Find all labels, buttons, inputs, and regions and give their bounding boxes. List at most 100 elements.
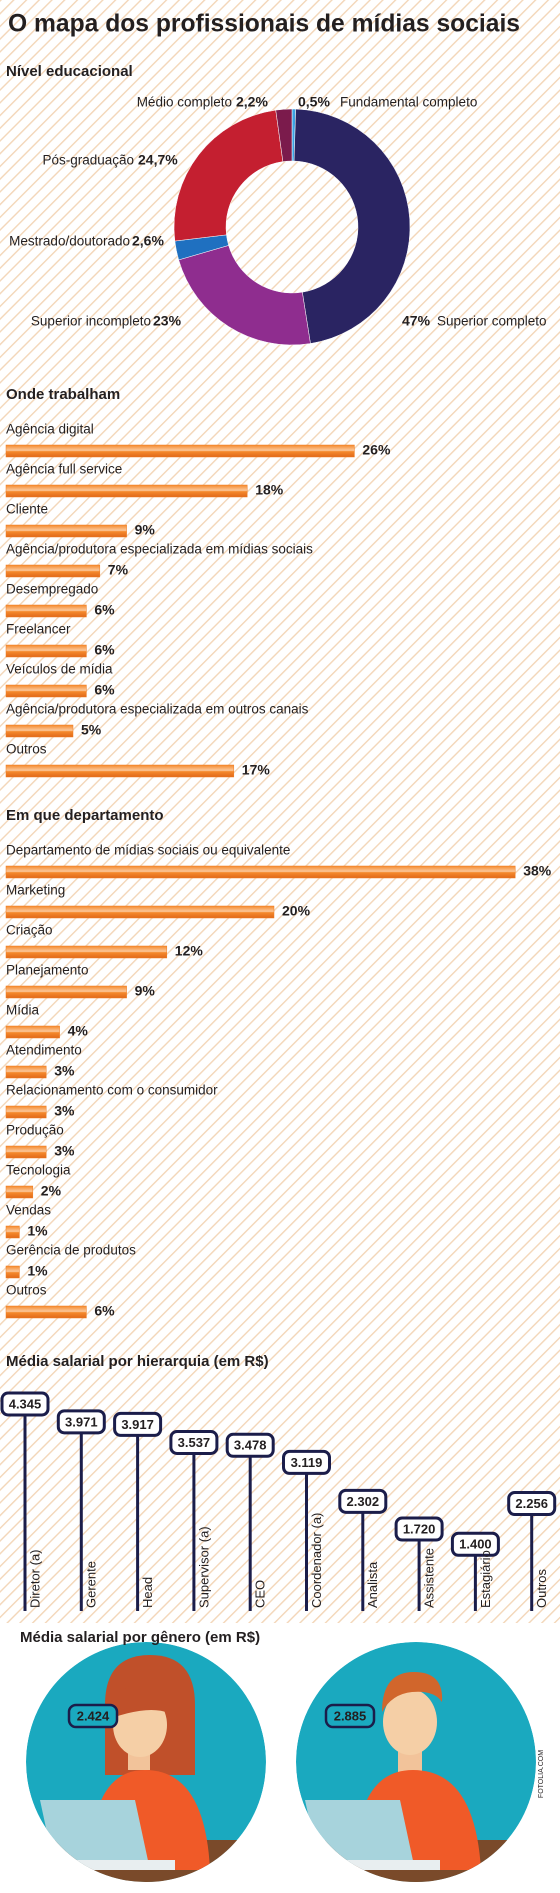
bar xyxy=(5,524,127,538)
value-box xyxy=(67,1703,119,1729)
bar xyxy=(5,945,168,959)
value-box xyxy=(225,1432,275,1458)
bar xyxy=(5,1225,20,1239)
bar xyxy=(5,1185,34,1199)
bar-label: Criação xyxy=(6,923,53,938)
category-label: Diretor (a) xyxy=(27,1549,42,1608)
bar-value-label: 7% xyxy=(108,562,129,578)
page-title: O mapa dos profissionais de mídias socia… xyxy=(8,10,520,38)
slice-value-label: 24,7% xyxy=(138,152,178,168)
bar-label: Atendimento xyxy=(6,1043,82,1058)
chart-title: Onde trabalham xyxy=(6,386,120,403)
bar-value-label: 9% xyxy=(135,983,156,999)
value-box xyxy=(450,1531,500,1557)
bar-label: Planejamento xyxy=(6,963,89,978)
bar-value-label: 1% xyxy=(27,1263,48,1279)
chart-title: Em que departamento xyxy=(6,807,164,824)
slice-value-label: 47% xyxy=(402,313,431,329)
bar-value-label: 9% xyxy=(135,522,156,538)
category-label: Assistente xyxy=(422,1548,437,1608)
slice-value-label: 0,5% xyxy=(298,94,330,110)
bar-value-label: 6% xyxy=(94,642,115,658)
bar-value-label: 17% xyxy=(242,762,271,778)
background xyxy=(0,0,560,1623)
bar xyxy=(5,905,275,919)
bar-value-label: 5% xyxy=(81,722,102,738)
category-label: Analista xyxy=(365,1561,380,1608)
value-box xyxy=(338,1488,388,1514)
category-label: Outros xyxy=(534,1568,549,1608)
bar-value-label: 3% xyxy=(54,1103,75,1119)
value-box xyxy=(282,1449,331,1475)
bar-label: Marketing xyxy=(6,883,65,898)
value-label: 3.478 xyxy=(234,1438,267,1453)
value-label: 2.302 xyxy=(347,1494,380,1509)
bar xyxy=(5,724,74,738)
slice-label: Pós-graduação xyxy=(42,153,134,168)
bar-label: Desempregado xyxy=(6,582,98,597)
value-label: 1.400 xyxy=(459,1537,492,1552)
bar-label: Agência/produtora especializada em mídia… xyxy=(6,542,313,557)
value-box xyxy=(56,1409,106,1435)
bar xyxy=(5,484,248,498)
bar-value-label: 3% xyxy=(54,1063,75,1079)
bar-label: Mídia xyxy=(6,1003,40,1018)
bar-label: Agência digital xyxy=(6,422,94,437)
value-box xyxy=(507,1491,557,1517)
value-box xyxy=(0,1391,50,1417)
chart-title: Média salarial por gênero (em R$) xyxy=(20,1629,260,1646)
bar-value-label: 12% xyxy=(175,943,204,959)
bar-label: Vendas xyxy=(6,1203,51,1218)
bar-label: Agência/produtora especializada em outro… xyxy=(6,702,309,717)
bar-value-label: 6% xyxy=(94,682,115,698)
category-label: Coordenador (a) xyxy=(309,1513,324,1608)
credit: FOTOLIA.COM xyxy=(538,1750,545,1798)
bar xyxy=(5,444,355,458)
bar-value-label: 38% xyxy=(523,863,552,879)
bar xyxy=(5,684,87,698)
bar-label: Departamento de mídias sociais ou equiva… xyxy=(6,843,290,858)
slice-label: Médio completo xyxy=(137,95,232,110)
bar-value-label: 4% xyxy=(68,1023,89,1039)
bar-label: Tecnologia xyxy=(6,1163,71,1178)
bar-label: Cliente xyxy=(6,502,48,517)
slice-value-label: 2,2% xyxy=(236,94,268,110)
bar xyxy=(5,1145,47,1159)
bar xyxy=(5,1265,20,1279)
slice-value-label: 23% xyxy=(153,313,182,329)
bar-label: Freelancer xyxy=(6,622,71,637)
pie-slice xyxy=(275,108,293,162)
value-box xyxy=(113,1411,163,1437)
bar xyxy=(5,644,87,658)
bar-label: Relacionamento com o consumidor xyxy=(6,1083,218,1098)
bar-value-label: 26% xyxy=(362,442,391,458)
pie-slice xyxy=(173,109,284,242)
bar-value-label: 1% xyxy=(27,1223,48,1239)
bar-label: Veículos de mídia xyxy=(6,662,113,677)
slice-label: Mestrado/doutorado xyxy=(9,234,130,249)
bar xyxy=(5,604,87,618)
slice-label: Fundamental completo xyxy=(340,95,477,110)
value-label: 3.537 xyxy=(178,1435,211,1450)
bar xyxy=(5,1065,47,1079)
slice-value-label: 2,6% xyxy=(132,233,164,249)
value-box xyxy=(324,1703,376,1729)
bar-label: Gerência de produtos xyxy=(6,1243,136,1258)
bar-value-label: 18% xyxy=(255,482,284,498)
chart-title: Nível educacional xyxy=(6,63,133,80)
value-box xyxy=(169,1429,219,1455)
pie-slice xyxy=(293,108,411,344)
value-label: 2.256 xyxy=(515,1496,548,1511)
slice-label: Superior completo xyxy=(437,314,547,329)
category-label: Gerente xyxy=(84,1561,99,1608)
slice-label: Superior incompleto xyxy=(31,314,151,329)
category-label: Head xyxy=(140,1577,155,1608)
value-box xyxy=(394,1516,444,1542)
bar xyxy=(5,564,101,578)
bar xyxy=(5,1105,47,1119)
value-label: 3.971 xyxy=(65,1414,98,1429)
value-label: 3.119 xyxy=(291,1455,323,1470)
bar-label: Agência full service xyxy=(6,462,122,477)
